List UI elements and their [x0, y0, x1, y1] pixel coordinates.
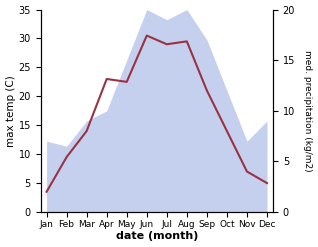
Y-axis label: max temp (C): max temp (C) — [5, 75, 16, 147]
X-axis label: date (month): date (month) — [116, 231, 198, 242]
Y-axis label: med. precipitation (kg/m2): med. precipitation (kg/m2) — [303, 50, 313, 172]
